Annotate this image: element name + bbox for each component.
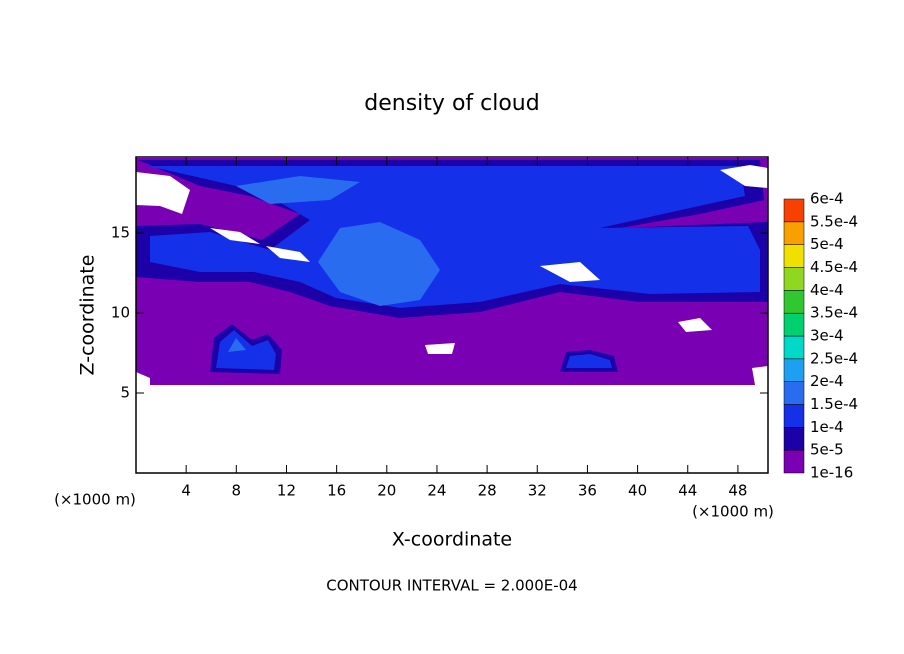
colorbar-label: 4.5e-4 (810, 258, 858, 276)
y-axis-label: Z-coordinate (77, 255, 99, 376)
colorbar-label: 1e-4 (810, 418, 844, 436)
y-unit: (×1000 m) (54, 491, 136, 509)
contour-region (228, 338, 246, 352)
x-tick-label: 36 (578, 482, 597, 500)
contour-field (136, 158, 768, 385)
colorbar-label: 6e-4 (810, 190, 844, 208)
colorbar-box (783, 335, 805, 360)
x-tick-label: 4 (181, 482, 191, 500)
contour-region (236, 176, 360, 204)
x-tick-label: 20 (377, 482, 396, 500)
colorbar-box (783, 244, 805, 268)
y-tick-label: 15 (111, 224, 130, 242)
x-tick-label: 16 (327, 482, 346, 500)
x-unit: (×1000 m) (692, 503, 774, 521)
colorbar-box (783, 381, 805, 405)
y-tick-label: 5 (120, 384, 130, 402)
x-tick-label: 44 (678, 482, 697, 500)
colorbar-box (783, 449, 805, 474)
x-tick-label: 24 (427, 482, 446, 500)
colorbar-box (783, 358, 805, 382)
contour-region (566, 354, 612, 368)
colorbar-box (783, 198, 805, 223)
contour-region (318, 222, 440, 306)
colorbar-box (783, 312, 805, 337)
x-tick-label: 8 (232, 482, 242, 500)
colorbar-box (783, 404, 805, 428)
plot-frame (135, 156, 769, 474)
colorbar-box (783, 290, 805, 314)
colorbar-label: 4e-4 (810, 281, 844, 299)
x-tick-label: 32 (528, 482, 547, 500)
x-axis-label: X-coordinate (392, 529, 512, 551)
x-tick-label: 48 (728, 482, 747, 500)
colorbar-label: 2.5e-4 (810, 349, 858, 367)
colorbar: 1e-16 5e-5 1e-4 1.5e-4 2e-4 2.5e-4 3e-4 3.5e-4 4… (783, 190, 858, 482)
chart-title: density of cloud (364, 91, 539, 116)
colorbar-label: 2e-4 (810, 372, 844, 390)
x-tick-label: 40 (628, 482, 647, 500)
colorbar-label: 1.5e-4 (810, 395, 858, 413)
x-tick-label: 12 (277, 482, 296, 500)
colorbar-box (783, 267, 805, 291)
x-tick-label: 28 (478, 482, 497, 500)
colorbar-label: 5e-5 (810, 441, 844, 459)
colorbar-box (783, 427, 805, 451)
footer: CONTOUR INTERVAL = 2.000E-04 (326, 577, 577, 595)
colorbar-label: 5e-4 (810, 235, 844, 253)
y-tick-label: 10 (111, 304, 130, 322)
colorbar-label: 3e-4 (810, 327, 844, 345)
colorbar-label: 1e-16 (810, 464, 853, 482)
colorbar-label: 5.5e-4 (810, 212, 858, 230)
colorbar-label: 3.5e-4 (810, 304, 858, 322)
colorbar-box (783, 221, 805, 245)
